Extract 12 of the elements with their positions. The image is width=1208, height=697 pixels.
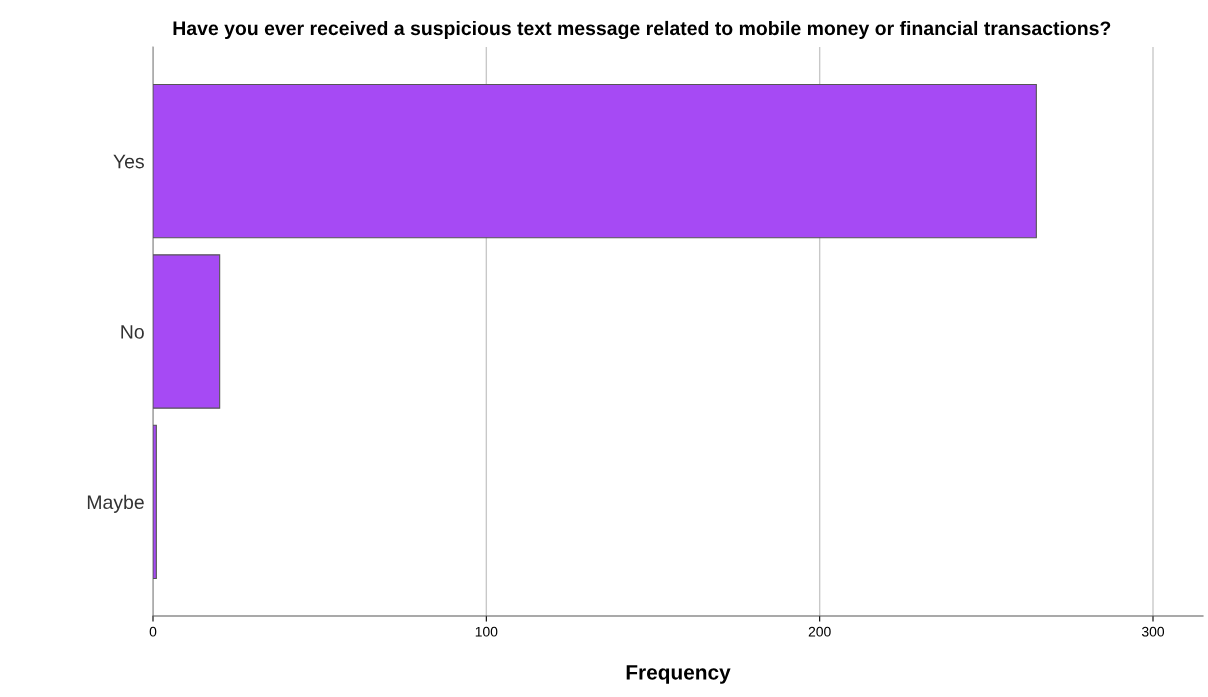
x-axis-title: Frequency [626, 665, 731, 684]
x-tick-label: 0 [149, 626, 157, 637]
x-tick-label: 300 [1141, 626, 1165, 637]
y-tick-label: No [121, 325, 144, 339]
bar [153, 424, 157, 580]
x-tick-label: 100 [475, 626, 498, 637]
y-tick-label: Yes [113, 154, 144, 169]
bar [153, 83, 1037, 239]
x-tick-label: 200 [808, 626, 831, 637]
bar [153, 254, 221, 409]
chart-title: Have you ever received a suspicious text message related to mobile money or financial transactions? [173, 20, 1111, 40]
y-tick-label: Maybe [87, 494, 144, 513]
